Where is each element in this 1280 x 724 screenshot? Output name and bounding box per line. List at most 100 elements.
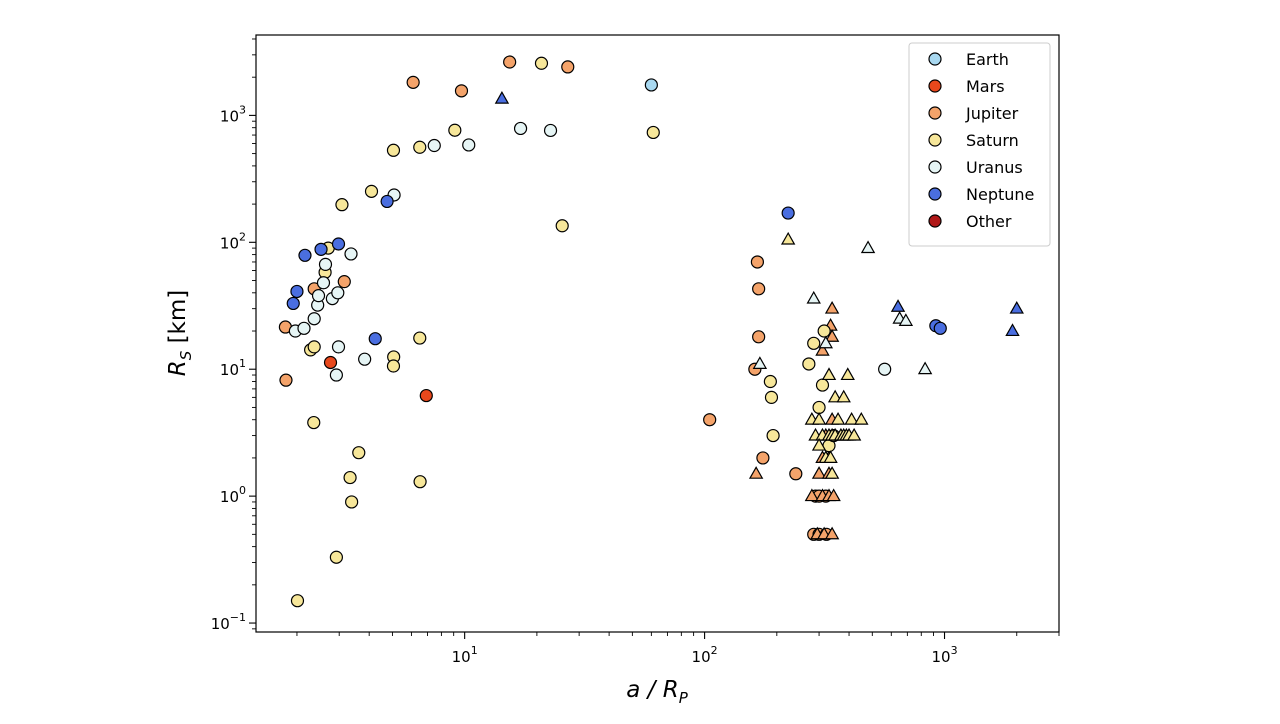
point-neptune-triangle (1005, 323, 1020, 337)
point-jupiter (752, 330, 766, 344)
point-saturn (764, 390, 779, 404)
y-axis-label: RS [km] (165, 290, 195, 377)
point-uranus-triangle (898, 313, 914, 326)
point-saturn (448, 123, 462, 137)
legend-label-mars: Mars (966, 77, 1005, 96)
point-saturn-triangle (780, 231, 796, 245)
x-axis-label-main: a / R (626, 677, 678, 703)
point-saturn-triangle (830, 412, 846, 425)
point-jupiter-triangle (824, 526, 840, 540)
legend-marker-saturn (928, 133, 942, 147)
x-tick-label: 103 (931, 644, 957, 666)
x-axis-label-sub: P (679, 689, 689, 707)
point-saturn (413, 475, 427, 489)
point-uranus-triangle (917, 361, 933, 375)
point-neptune (286, 296, 300, 311)
point-jupiter (503, 55, 517, 69)
point-saturn (815, 378, 830, 392)
point-saturn (534, 56, 549, 70)
point-uranus (878, 362, 892, 376)
y-tick-label: 10−1 (211, 611, 246, 633)
point-uranus-triangle (806, 290, 821, 304)
legend-marker-jupiter (928, 106, 942, 120)
point-saturn (802, 357, 816, 371)
point-jupiter-triangle (824, 300, 840, 314)
legend-box (908, 42, 1051, 247)
point-saturn (307, 415, 321, 430)
point-uranus (358, 352, 372, 366)
point-jupiter (454, 84, 469, 98)
point-jupiter (750, 255, 765, 269)
legend-marker-earth (928, 52, 942, 66)
x-tick-label: 102 (692, 644, 718, 666)
point-neptune (380, 194, 394, 209)
point-uranus (513, 121, 528, 136)
point-neptune (331, 237, 346, 251)
legend-marker-neptune (928, 187, 942, 201)
y-axis-label-sub: S (177, 350, 195, 360)
point-uranus (318, 257, 333, 271)
y-axis-label-main: R (165, 360, 191, 376)
point-saturn (386, 359, 401, 373)
point-saturn-triangle (836, 389, 851, 403)
point-uranus (329, 368, 343, 382)
point-saturn (307, 340, 321, 354)
y-axis-label-unit: [km] (165, 290, 191, 351)
legend-marker-mars (928, 79, 942, 93)
point-saturn (386, 143, 401, 157)
point-saturn (646, 125, 660, 140)
point-saturn (763, 374, 777, 389)
point-saturn-triangle (821, 367, 837, 381)
legend: Earth Mars Jupiter Saturn Uranus Neptune Other (908, 42, 1051, 247)
point-neptune (314, 242, 328, 256)
point-jupiter-triangle (815, 342, 830, 356)
point-neptune-triangle (890, 299, 906, 312)
legend-label-other: Other (966, 212, 1012, 231)
point-jupiter-triangle (811, 466, 827, 479)
legend-label-uranus: Uranus (966, 158, 1023, 177)
point-neptune (781, 206, 795, 220)
point-jupiter-triangle (804, 488, 820, 502)
plot-frame (255, 34, 1060, 633)
legend-label-jupiter: Jupiter (965, 104, 1019, 123)
point-uranus (427, 138, 441, 153)
y-tick-label: 103 (220, 103, 246, 125)
point-saturn (807, 336, 821, 350)
point-saturn (812, 400, 826, 415)
svg-text:a / RP: a / RP (626, 677, 688, 707)
point-saturn (817, 324, 831, 338)
point-saturn-triangle (854, 412, 869, 425)
legend-label-saturn: Saturn (966, 131, 1019, 150)
point-saturn (329, 550, 343, 564)
point-uranus (331, 340, 346, 354)
point-neptune-triangle (1009, 300, 1024, 314)
y-tick-label: 101 (220, 357, 246, 379)
point-neptune (298, 248, 312, 262)
point-uranus (462, 138, 476, 152)
point-jupiter (752, 282, 766, 296)
point-saturn-triangle (840, 367, 855, 381)
point-jupiter (406, 75, 420, 89)
point-jupiter-triangle (826, 488, 841, 502)
point-saturn (290, 594, 305, 608)
point-saturn (335, 198, 349, 212)
point-saturn (413, 331, 427, 345)
x-axis-label: a / RP (626, 677, 688, 707)
point-uranus (311, 289, 326, 303)
point-neptune (368, 332, 382, 346)
point-jupiter (561, 60, 575, 74)
x-tick-label: 101 (452, 644, 478, 666)
point-earth (644, 78, 658, 92)
y-tick-label: 102 (220, 230, 246, 252)
point-saturn-triangle (824, 466, 840, 479)
point-saturn (555, 219, 569, 233)
point-saturn-triangle (811, 412, 827, 425)
y-tick-label: 100 (220, 484, 246, 506)
point-saturn-triangle (844, 412, 859, 425)
point-jupiter (789, 467, 803, 481)
point-saturn (413, 140, 427, 154)
point-mars (419, 388, 433, 403)
point-jupiter (756, 451, 770, 465)
